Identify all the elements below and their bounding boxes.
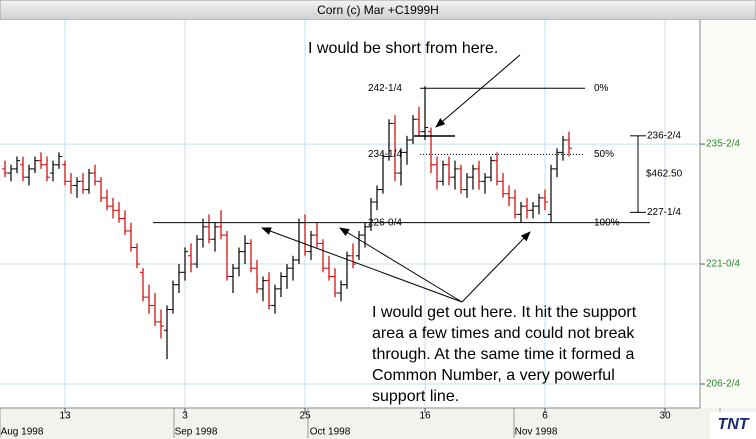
y-axis-area xyxy=(700,20,756,408)
arrow xyxy=(435,54,521,128)
annotation: I would get out here. It hit the support… xyxy=(372,304,637,405)
x-tick-label: 3 xyxy=(182,411,188,422)
level-price: 234-1/4 xyxy=(368,149,402,160)
arrow xyxy=(461,231,531,303)
logo-box xyxy=(710,412,756,439)
arrow xyxy=(261,227,463,303)
level-percent: 100% xyxy=(594,217,620,228)
x-axis-area xyxy=(0,408,756,439)
x-tick-label: 13 xyxy=(59,411,71,422)
month-label: Aug 1998 xyxy=(1,427,44,438)
y-tick-label: 221-0/4 xyxy=(706,259,740,270)
level-price: 226-0/4 xyxy=(368,217,402,228)
level-percent: 50% xyxy=(594,149,614,160)
arrow xyxy=(339,227,463,303)
month-label: Oct 1998 xyxy=(310,427,351,438)
month-label: Nov 1998 xyxy=(515,427,558,438)
x-tick-label: 6 xyxy=(542,411,548,422)
chart-title: Corn (c) Mar +C1999H xyxy=(317,3,439,17)
y-tick-label: 206-2/4 xyxy=(706,379,740,390)
range-high-label: 236-2/4 xyxy=(647,130,681,141)
annotation: I would be short from here. xyxy=(308,40,499,57)
y-tick-label: 235-2/4 xyxy=(706,139,740,150)
x-tick-label: 16 xyxy=(419,411,431,422)
level-percent: 0% xyxy=(594,83,609,94)
x-tick-label: 30 xyxy=(659,411,671,422)
range-amount: $462.50 xyxy=(646,169,683,180)
month-label: Sep 1998 xyxy=(175,427,218,438)
plot-area xyxy=(0,20,700,408)
level-price: 242-1/4 xyxy=(368,83,402,94)
logo: TNT xyxy=(717,416,749,433)
x-tick-label: 25 xyxy=(299,411,311,422)
range-low-label: 227-1/4 xyxy=(647,207,681,218)
